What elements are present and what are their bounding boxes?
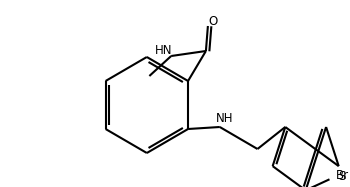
Text: HN: HN xyxy=(154,44,172,56)
Text: O: O xyxy=(208,15,217,27)
Text: NH: NH xyxy=(216,111,233,125)
Text: Br: Br xyxy=(336,169,349,182)
Text: S: S xyxy=(338,170,345,183)
